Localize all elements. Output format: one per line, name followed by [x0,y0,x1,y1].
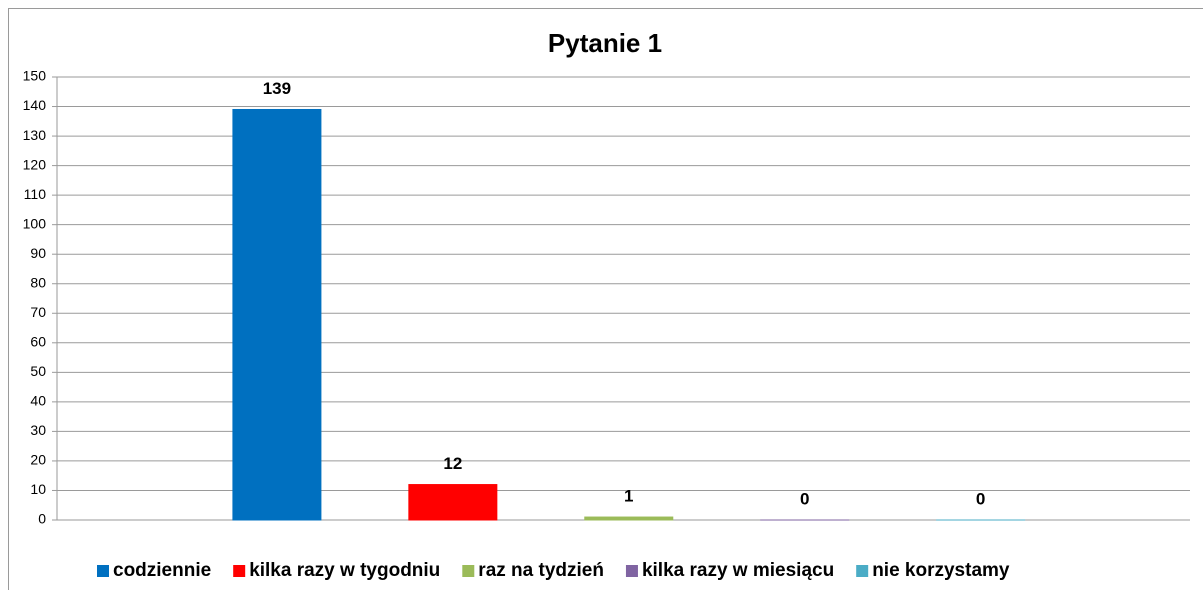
legend-swatch [625,565,638,577]
value-label: 139 [263,79,291,98]
legend-label: codziennie [113,560,211,581]
y-tick-label: 60 [30,334,46,350]
legend-swatch [462,565,475,577]
chart-border [8,8,1203,590]
legend-swatch [233,565,246,577]
y-tick-label: 30 [30,422,46,438]
y-tick-label: 140 [23,97,47,113]
y-tick-label: 120 [23,156,47,172]
value-label: 0 [976,489,985,508]
bar [408,484,498,521]
y-tick-label: 70 [30,304,46,320]
legend-label: kilka razy w tygodniu [249,560,440,581]
bar [584,516,674,521]
y-tick-label: 0 [38,511,46,527]
y-tick-label: 40 [30,393,46,409]
legend-label: nie korzystamy [872,560,1010,581]
legend-label: raz na tydzień [478,560,604,581]
y-tick-label: 110 [24,186,47,202]
y-tick-label: 80 [30,274,46,290]
y-tick-label: 100 [23,215,47,231]
y-tick-label: 10 [30,481,46,497]
legend-swatch [97,565,109,577]
y-tick-label: 50 [30,363,46,379]
value-label: 0 [800,489,809,508]
y-tick-label: 130 [23,127,47,143]
legend-label: kilka razy w miesiącu [642,560,834,581]
legend-swatch [856,565,869,577]
value-label: 12 [443,454,462,473]
y-tick-label: 150 [23,68,47,84]
y-tick-label: 20 [30,452,46,468]
y-tick-label: 90 [30,245,46,261]
bar [232,108,322,521]
chart-title: Pytanie 1 [548,28,662,58]
value-label: 1 [624,487,633,506]
